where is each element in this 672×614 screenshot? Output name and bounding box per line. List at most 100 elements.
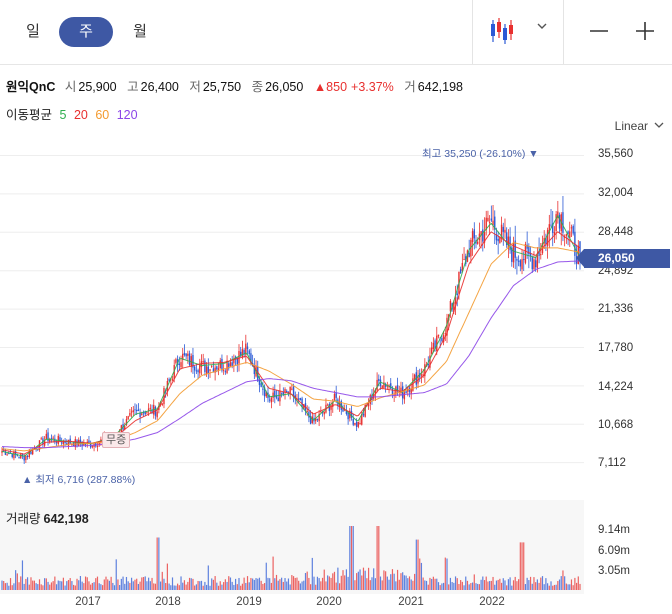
bonus-issue-marker[interactable]: 무증: [102, 432, 131, 448]
tab-weekly[interactable]: 주: [59, 17, 113, 47]
candle-body: [163, 387, 165, 405]
volume-bar: [574, 577, 576, 590]
volume-bar: [187, 581, 189, 590]
candle-body: [204, 360, 206, 372]
volume-bar: [362, 567, 365, 590]
candle-body: [209, 369, 211, 371]
current-price-badge: 26,050: [576, 249, 670, 268]
volume-bar: [425, 580, 428, 590]
volume-bar: [23, 583, 25, 590]
volume-bar: [277, 580, 279, 590]
price-chart[interactable]: [0, 140, 584, 596]
volume-bar: [489, 581, 491, 590]
volume-bar: [350, 526, 353, 590]
volume-bar: [333, 571, 336, 590]
volume-bar: [490, 580, 492, 590]
volume-bar: [270, 582, 272, 590]
volume-bar: [236, 584, 238, 590]
candle-body: [250, 353, 252, 364]
volume-bar: [466, 580, 469, 590]
tab-monthly[interactable]: 월: [133, 23, 147, 40]
volume-tick: 9.14m: [598, 524, 630, 536]
volume-bar: [124, 583, 126, 590]
volume-bar: [224, 579, 226, 590]
volume-bar: [54, 576, 56, 590]
volume-bar: [519, 542, 521, 590]
candle-body: [132, 410, 134, 413]
candle-body: [274, 390, 276, 397]
volume-bar: [108, 580, 111, 590]
volume-bar: [558, 579, 561, 590]
volume-bar: [158, 537, 160, 590]
volume-bar: [100, 584, 102, 590]
volume-bar: [565, 583, 567, 590]
volume-bar: [451, 581, 453, 590]
volume-bar: [463, 585, 465, 590]
candle-body: [149, 407, 152, 409]
volume-bar: [204, 581, 206, 590]
ma-120[interactable]: 120: [116, 108, 138, 122]
candle-body: [364, 404, 366, 417]
zoom-in-button[interactable]: [628, 14, 662, 50]
ma-20[interactable]: 20: [73, 108, 88, 122]
candle-body: [96, 446, 99, 448]
volume-bar: [480, 579, 482, 590]
candle-body: [95, 442, 97, 447]
volume-bar: [395, 581, 397, 590]
candle-body: [548, 224, 551, 234]
candle-body: [265, 392, 267, 397]
volume-bar: [79, 576, 82, 590]
volume-bar: [553, 584, 556, 590]
candle-body: [284, 389, 286, 393]
toolbar: 일 주 월: [0, 0, 672, 64]
candle-body: [567, 231, 569, 235]
candle-body: [246, 346, 249, 349]
toolbar-divider: [472, 0, 473, 64]
volume-panel-value: 642,198: [43, 512, 89, 526]
volume-bar: [436, 578, 438, 590]
low-value: 25,750: [202, 80, 242, 94]
volume-bar: [340, 575, 342, 590]
volume-bar: [550, 581, 552, 590]
candle-body: [362, 413, 365, 416]
volume-bar: [325, 581, 327, 590]
volume-bar: [11, 585, 13, 590]
open-label: 시: [64, 80, 77, 94]
volume-bar: [107, 579, 109, 590]
toolbar-divider: [563, 0, 564, 64]
tab-daily[interactable]: 일: [26, 23, 40, 40]
volume-bar: [103, 579, 105, 590]
volume-bar: [274, 578, 276, 590]
high-label: 고: [127, 80, 139, 94]
ma-60[interactable]: 60: [95, 108, 110, 122]
candle-body: [187, 353, 189, 356]
volume-bar: [424, 580, 426, 590]
volume-bar: [378, 526, 380, 590]
volume-bar: [214, 576, 216, 590]
volume-bar: [538, 582, 540, 590]
scale-mode-select[interactable]: Linear: [614, 119, 648, 133]
chevron-down-icon[interactable]: [654, 120, 664, 130]
volume-bar: [320, 581, 322, 590]
zoom-out-button[interactable]: [582, 14, 616, 50]
volume-bar: [420, 562, 423, 590]
volume-bar: [569, 584, 571, 590]
volume-bar: [272, 556, 274, 590]
volume-bar: [526, 577, 528, 590]
x-tick: 2020: [316, 596, 342, 608]
volume-bar: [570, 579, 573, 590]
volume-bar: [49, 584, 51, 590]
ma-5[interactable]: 5: [59, 108, 67, 122]
candle-body: [558, 214, 561, 229]
candle-body: [315, 418, 317, 422]
volume-bar: [154, 583, 157, 590]
volume-bar: [369, 580, 371, 590]
chart-type-button[interactable]: [486, 14, 552, 50]
candle-body: [497, 238, 499, 242]
candle-body: [202, 361, 204, 363]
volume-bar: [9, 578, 12, 590]
volume-bar: [396, 569, 399, 590]
candle-body: [420, 374, 423, 376]
volume-value: 642,198: [417, 80, 463, 94]
candle-body: [391, 388, 394, 394]
